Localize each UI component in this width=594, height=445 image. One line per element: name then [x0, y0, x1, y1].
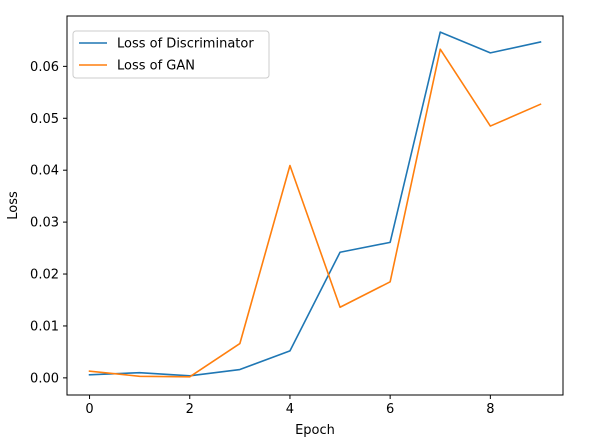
x-tick-label: 8 [486, 402, 494, 417]
x-tick-label: 4 [286, 402, 294, 417]
y-tick-label: 0.05 [30, 112, 59, 127]
y-tick-label: 0.06 [30, 60, 59, 75]
legend-label-2: Loss of GAN [117, 59, 195, 74]
x-axis-label: Epoch [295, 423, 335, 438]
series-layer [88, 31, 542, 378]
x-tick-label: 6 [386, 402, 394, 417]
legend-label-1: Loss of Discriminator [117, 37, 254, 52]
x-tick-label: 0 [85, 402, 93, 417]
x-tick-label: 2 [186, 402, 194, 417]
y-tick-label: 0.01 [30, 319, 59, 334]
y-tick-label: 0.02 [30, 268, 59, 283]
legend: Loss of Discriminator Loss of GAN [72, 30, 270, 79]
y-tick-label: 0.00 [30, 371, 59, 386]
series-line-1 [88, 31, 542, 377]
y-tick-label: 0.04 [30, 164, 59, 179]
x-axis: 0 2 4 6 8 [85, 395, 494, 417]
series-line-2 [88, 48, 542, 378]
legend-box [72, 30, 270, 79]
plot-frame [66, 15, 564, 396]
y-tick-label: 0.03 [30, 216, 59, 231]
y-axis: 0.00 0.01 0.02 0.03 0.04 0.05 0.06 [30, 60, 67, 386]
y-axis-label: Loss [6, 191, 21, 220]
